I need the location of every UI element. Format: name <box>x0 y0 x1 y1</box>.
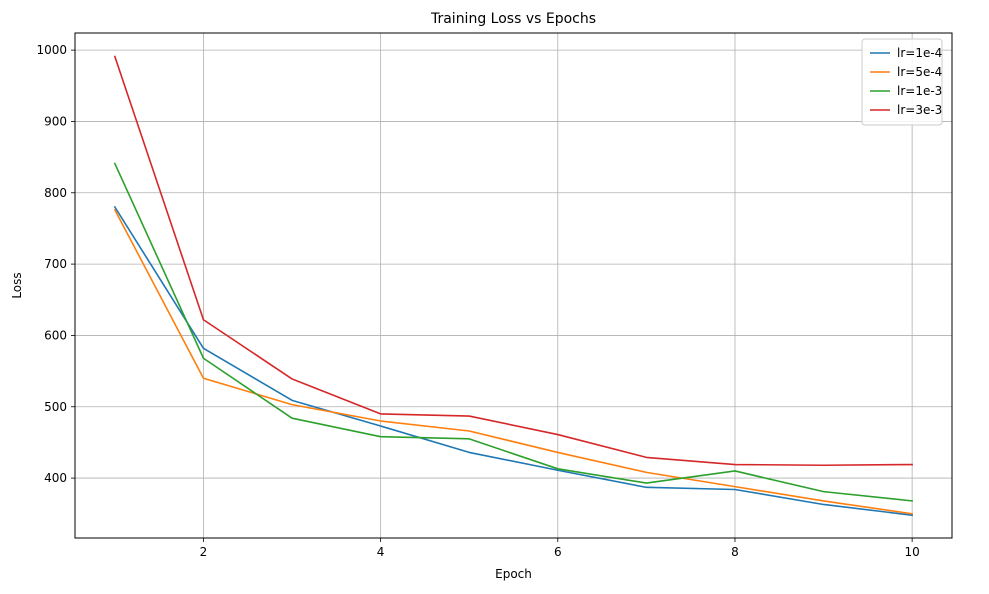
series-line-lr-1e-3 <box>113 162 914 502</box>
grid-layer <box>75 33 952 538</box>
x-tick-label: 6 <box>554 545 562 559</box>
x-tick-label: 2 <box>200 545 208 559</box>
x-tick-label: 10 <box>904 545 919 559</box>
legend: lr=1e-4 lr=5e-4 lr=1e-3 lr=3e-3 <box>861 38 943 126</box>
y-tick-label: 500 <box>44 400 67 414</box>
y-tick-label: 1000 <box>36 43 67 57</box>
x-axis-label: Epoch <box>495 567 532 581</box>
x-tick-label: 4 <box>377 545 385 559</box>
series-layer <box>113 55 914 517</box>
legend-box <box>861 38 943 126</box>
legend-label: lr=1e-3 <box>897 84 942 98</box>
chart-title: Training Loss vs Epochs <box>430 11 596 27</box>
x-tick-label: 8 <box>731 545 739 559</box>
y-tick-label: 400 <box>44 471 67 485</box>
legend-label: lr=3e-3 <box>897 103 942 117</box>
y-tick-label: 600 <box>44 328 67 342</box>
y-tick-label: 900 <box>44 114 67 128</box>
series-line-lr-3e-3 <box>113 55 913 467</box>
y-tick-label: 700 <box>44 257 67 271</box>
legend-label: lr=5e-4 <box>897 65 942 79</box>
series-line-lr-1e-4 <box>113 205 914 517</box>
y-tick-label: 800 <box>44 186 67 200</box>
legend-label: lr=1e-4 <box>897 46 942 60</box>
tick-layer: 2 4 6 8 10 400 500 600 700 800 900 1000 <box>36 43 919 559</box>
plot-frame <box>74 32 953 539</box>
series-line-lr-5e-4 <box>113 208 914 515</box>
y-axis-label: Loss <box>10 272 24 298</box>
